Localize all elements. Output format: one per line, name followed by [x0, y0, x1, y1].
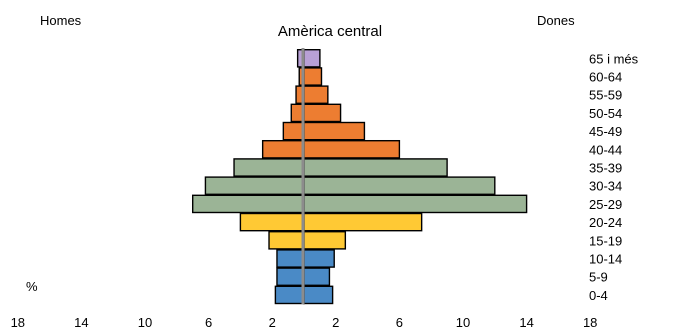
bar-dones-5-9: [303, 267, 331, 287]
x-tick-label: 10: [138, 315, 152, 330]
bar-dones-30-34: [303, 176, 496, 196]
bar-homes-10-14: [276, 249, 305, 268]
bar-homes-15-19: [268, 230, 305, 250]
bar-homes-35-39: [233, 158, 305, 177]
x-axis: 18 14 10 6 2 2 6 10 14 18: [11, 315, 598, 330]
bar-dones-65-i-més: [303, 49, 321, 68]
x-tick-label: 14: [519, 315, 533, 330]
left-sex-label: Homes: [40, 13, 82, 28]
chart-title: Amèrica central: [278, 23, 382, 40]
category-label: 5-9: [589, 270, 608, 285]
category-label: 50-54: [589, 106, 622, 121]
bar-homes-30-34: [204, 176, 305, 196]
x-tick-label: 2: [332, 315, 339, 330]
x-tick-label: 6: [396, 315, 403, 330]
x-tick-label: 2: [269, 315, 276, 330]
bar-dones-40-44: [303, 139, 401, 159]
bar-homes-40-44: [261, 139, 305, 159]
bar-dones-50-54: [303, 103, 342, 123]
bar-dones-15-19: [303, 230, 347, 250]
bar-homes-20-24: [239, 212, 305, 232]
bar-homes-25-29: [191, 194, 305, 214]
bar-dones-10-14: [303, 249, 335, 268]
category-label: 30-34: [589, 179, 622, 194]
x-tick-label: 10: [456, 315, 470, 330]
category-label: 15-19: [589, 233, 622, 248]
bar-dones-55-59: [303, 85, 329, 104]
bar-homes-0-4: [274, 285, 305, 305]
x-tick-label: 18: [583, 315, 597, 330]
category-label: 0-4: [589, 288, 608, 303]
bar-homes-45-49: [282, 121, 305, 141]
right-sex-label: Dones: [537, 13, 575, 28]
bar-dones-0-4: [303, 285, 334, 305]
bar-dones-20-24: [303, 212, 423, 232]
category-label: 65 i més: [589, 51, 639, 66]
category-labels: 0-4 5-9 10-14 15-19 20-24 25-29 30-34 35-39 40-4…: [589, 51, 639, 303]
unit-label: %: [26, 279, 38, 294]
bar-dones-60-64: [303, 67, 323, 86]
category-label: 20-24: [589, 215, 622, 230]
x-tick-label: 14: [74, 315, 88, 330]
bars-group: [191, 48, 528, 305]
category-label: 10-14: [589, 252, 622, 267]
bar-homes-5-9: [276, 267, 305, 287]
bar-dones-25-29: [303, 194, 528, 214]
bar-dones-35-39: [303, 158, 448, 177]
x-tick-label: 6: [205, 315, 212, 330]
x-tick-label: 18: [11, 315, 25, 330]
category-label: 25-29: [589, 197, 622, 212]
category-label: 45-49: [589, 124, 622, 139]
category-label: 35-39: [589, 161, 622, 176]
category-label: 60-64: [589, 70, 622, 85]
category-label: 40-44: [589, 142, 622, 157]
category-label: 55-59: [589, 88, 622, 103]
bar-dones-45-49: [303, 121, 366, 141]
